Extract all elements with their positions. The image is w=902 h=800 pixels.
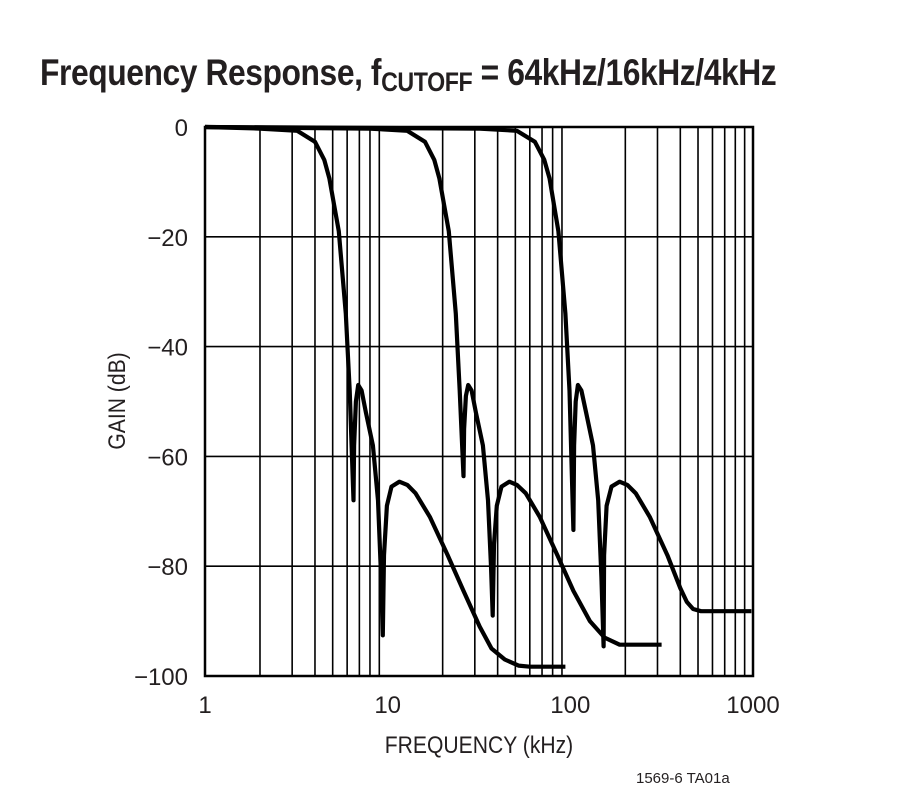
figure-id: 1569-6 TA01a [636, 770, 730, 787]
y-axis-label: GAIN (dB) [104, 352, 131, 449]
y-tick-label: −60 [147, 444, 188, 471]
x-tick-label: 100 [550, 692, 590, 719]
x-tick-label: 1 [198, 692, 211, 719]
chart-title: Frequency Response, fCUTOFF = 64kHz/16kH… [40, 52, 777, 98]
title-main: Frequency Response, f [40, 52, 382, 93]
y-tick-label: −40 [147, 335, 188, 362]
y-tick-label: −80 [147, 554, 188, 581]
x-axis-label: FREQUENCY (kHz) [385, 732, 573, 759]
x-tick-label: 10 [374, 692, 401, 719]
title-suffix: = 64kHz/16kHz/4kHz [472, 52, 777, 93]
y-tick-label: −20 [147, 225, 188, 252]
series-line-1 [204, 124, 566, 669]
plot-frame [203, 125, 755, 678]
series-line-2 [204, 124, 662, 647]
grid [205, 126, 753, 677]
x-tick-labels: 1 10 100 1000 [198, 692, 779, 719]
title-subscript: CUTOFF [381, 67, 473, 97]
x-tick-label: 1000 [726, 692, 779, 719]
y-tick-label: −100 [134, 664, 188, 691]
series-lines [204, 124, 752, 669]
y-tick-label: 0 [175, 115, 188, 142]
y-tick-labels: 0 −20 −40 −60 −80 −100 [134, 115, 188, 691]
series-line-3 [204, 124, 752, 649]
